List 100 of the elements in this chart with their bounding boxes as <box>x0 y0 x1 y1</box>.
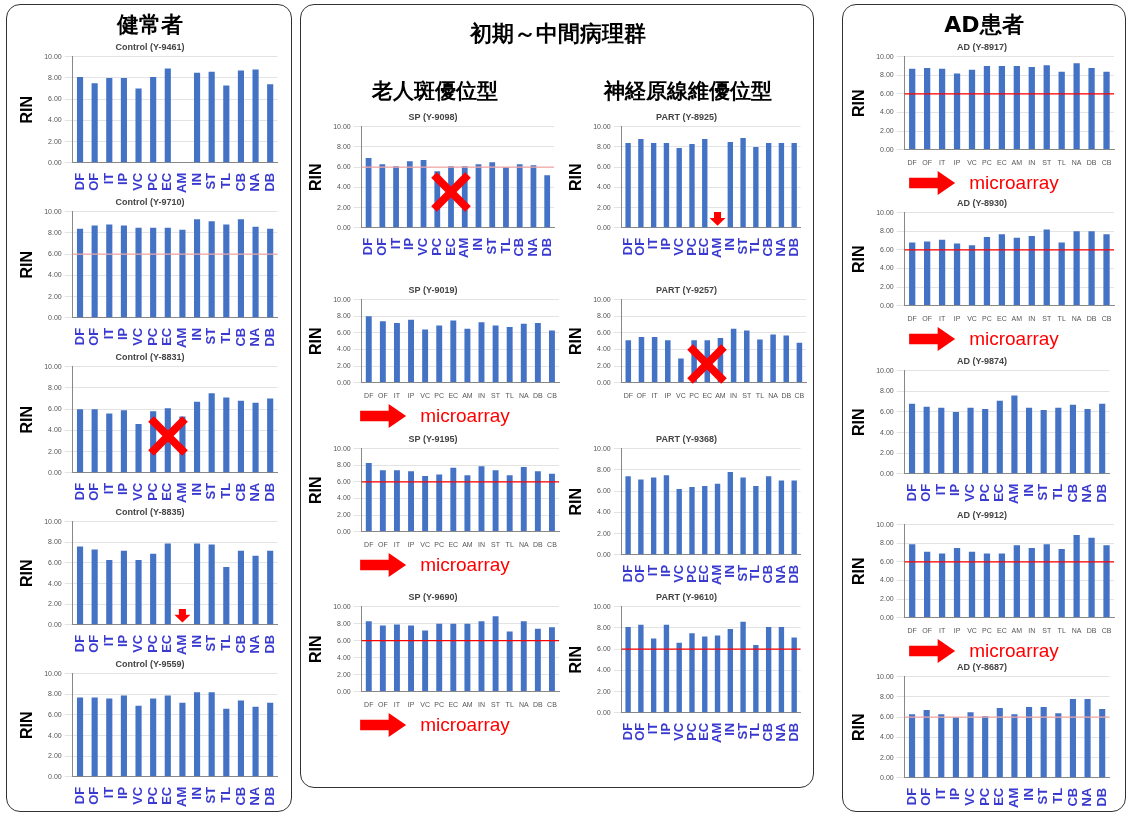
bar <box>1040 707 1047 778</box>
bar <box>120 550 127 625</box>
bar <box>193 401 201 473</box>
x-tick-label: DB <box>538 237 554 257</box>
x-tick-label: DB <box>1093 483 1109 503</box>
x-tick-label: DB <box>1093 787 1109 807</box>
bar <box>625 340 632 383</box>
chart-title: SP (Y-9195) <box>408 433 458 444</box>
bar <box>520 467 527 532</box>
bar <box>727 472 733 555</box>
bar <box>76 409 84 473</box>
x-tick-label: DF <box>360 237 376 256</box>
x-tick-label: ST <box>734 722 750 740</box>
x-tick-label: AM <box>1006 787 1021 808</box>
bar <box>503 167 509 228</box>
bar <box>651 337 658 383</box>
x-tick-label: ST <box>483 237 499 255</box>
chart-title: Control (Y-8831) <box>115 351 185 362</box>
x-tick-label: IT <box>645 564 661 577</box>
bar <box>223 85 230 163</box>
chart-title: Control (Y-9710) <box>115 196 185 207</box>
x-tick-label: DF <box>619 237 635 256</box>
x-tick-label: PC <box>428 237 444 256</box>
bar <box>489 162 496 228</box>
chart-title: AD (Y-8687) <box>956 661 1008 672</box>
bar <box>1088 537 1095 618</box>
bar <box>164 68 171 163</box>
bar <box>252 69 259 163</box>
x-tick-label: IN <box>188 327 204 341</box>
x-tick-label: DB <box>261 786 277 806</box>
x-tick-label: EC <box>159 634 175 653</box>
bar <box>1028 236 1035 306</box>
bar <box>638 337 645 383</box>
x-tick-label: DB <box>261 327 277 347</box>
y-axis-title: RIN <box>307 163 325 192</box>
bar <box>193 692 201 777</box>
bar <box>650 477 657 555</box>
bar <box>923 406 930 474</box>
bar <box>91 697 98 777</box>
bar <box>120 695 127 777</box>
x-tick-label: CB <box>232 327 248 347</box>
x-tick-label: VC <box>962 787 978 806</box>
x-tick-label: TL <box>1049 483 1065 500</box>
bar <box>76 546 84 625</box>
x-tick-label: TL <box>1049 787 1065 804</box>
x-tick-label: IP <box>115 172 131 186</box>
chart-title: AD (Y-8917) <box>956 41 1008 52</box>
bar <box>676 642 682 713</box>
bar <box>252 706 259 777</box>
bar <box>208 393 215 473</box>
bar <box>450 320 457 383</box>
bar <box>365 621 372 692</box>
bar <box>714 635 721 713</box>
bar <box>770 334 776 383</box>
bar <box>625 626 631 713</box>
x-tick-label: IN <box>188 634 204 648</box>
x-tick-label: ST <box>203 634 219 652</box>
x-tick-label: DB <box>261 634 277 654</box>
x-tick-label: OF <box>86 634 102 653</box>
bar <box>982 408 989 474</box>
bar <box>492 616 499 692</box>
x-tick-label: TL <box>217 172 233 189</box>
chart-title: AD (Y-9912) <box>956 509 1008 520</box>
x-tick-label: OF <box>86 482 102 501</box>
x-tick-label: TL <box>217 786 233 803</box>
x-tick-label: IT <box>100 786 116 799</box>
y-axis-title: RIN <box>850 713 868 742</box>
x-tick-label: PC <box>144 172 160 191</box>
text: microarray <box>969 172 1059 194</box>
x-tick-label: IT <box>645 237 661 250</box>
bar <box>1073 535 1080 618</box>
x-tick-label: TL <box>217 634 233 651</box>
bar <box>1043 544 1050 618</box>
bar <box>908 714 916 778</box>
bar <box>996 708 1003 778</box>
chart-title: Control (Y-8835) <box>115 506 185 517</box>
bar <box>193 543 201 625</box>
bar <box>393 166 399 228</box>
bar <box>1058 242 1065 306</box>
bar <box>753 644 759 713</box>
x-tick-label: EC <box>159 786 175 805</box>
bar <box>208 544 215 625</box>
x-tick-label: DB <box>261 482 277 502</box>
bar <box>744 330 750 383</box>
x-tick-label: IP <box>115 634 131 648</box>
bar <box>909 242 916 306</box>
x-tick-label: EC <box>991 787 1007 806</box>
bar <box>753 485 759 555</box>
y-axis-title: RIN <box>850 245 868 273</box>
x-tick-label: EC <box>159 172 175 191</box>
bar <box>393 322 400 383</box>
bar <box>702 485 708 555</box>
text: 神経原線維優位型 <box>602 78 773 105</box>
bar <box>534 322 541 383</box>
bar <box>267 550 274 625</box>
bar <box>678 358 684 383</box>
bar <box>967 407 974 474</box>
bar <box>908 403 916 474</box>
x-tick-label: DF <box>71 327 87 346</box>
bar <box>506 475 513 532</box>
